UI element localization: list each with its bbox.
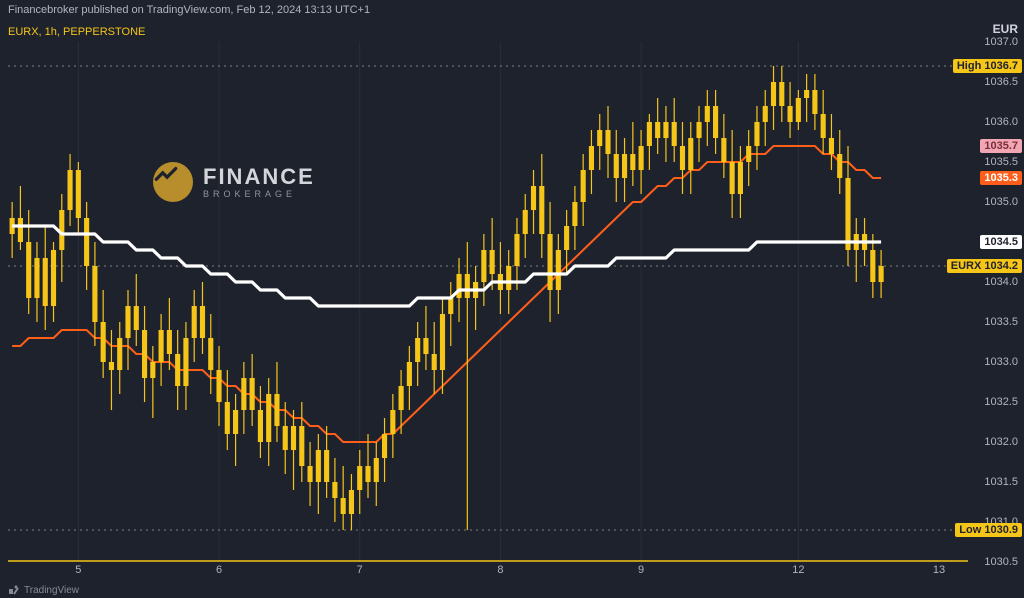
x-tick: 13	[933, 564, 945, 576]
y-axis: EUR 1037.0 1036.5 1036.0 1035.5 1035.0 1034.5…	[969, 22, 1024, 582]
y-tick: 1031.5	[984, 476, 1018, 488]
currency-label: EUR	[993, 22, 1018, 36]
y-tick: 1030.5	[984, 556, 1018, 568]
x-tick: 8	[497, 564, 503, 576]
price-tag: 1035.3	[980, 171, 1022, 185]
y-tick: 1035.5	[984, 156, 1018, 168]
logo-mark-icon	[153, 162, 193, 202]
chart-root: { "header": { "publish_line": "Financebr…	[0, 0, 1024, 598]
x-tick: 9	[638, 564, 644, 576]
chart-svg	[8, 42, 968, 562]
y-tick: 1033.0	[984, 356, 1018, 368]
chart-area[interactable]: FINANCE BROKERAGE	[8, 42, 968, 562]
y-tick: 1032.5	[984, 396, 1018, 408]
y-tick: 1037.0	[984, 36, 1018, 48]
x-tick: 12	[792, 564, 804, 576]
y-tick: 1034.0	[984, 276, 1018, 288]
watermark-logo: FINANCE BROKERAGE	[153, 162, 315, 202]
price-tag: 1035.7	[980, 139, 1022, 153]
logo-text-sub: BROKERAGE	[203, 190, 315, 199]
tradingview-icon	[8, 584, 20, 596]
ticker-line: EURX, 1h, PEPPERSTONE	[8, 26, 145, 38]
y-tick: 1036.0	[984, 116, 1018, 128]
publish-line: Financebroker published on TradingView.c…	[0, 0, 1024, 22]
y-tick: 1036.5	[984, 76, 1018, 88]
logo-text-main: FINANCE	[203, 166, 315, 188]
x-tick: 7	[357, 564, 363, 576]
price-tag: Low 1030.9	[955, 523, 1022, 537]
tradingview-label: TradingView	[24, 585, 79, 596]
y-tick: 1035.0	[984, 196, 1018, 208]
price-tag: EURX 1034.2	[947, 259, 1022, 273]
x-tick: 6	[216, 564, 222, 576]
x-tick: 5	[75, 564, 81, 576]
price-tag: High 1036.7	[953, 59, 1022, 73]
price-tag: 1034.5	[980, 235, 1022, 249]
y-tick: 1033.5	[984, 316, 1018, 328]
tradingview-brand: TradingView	[8, 584, 79, 596]
y-tick: 1032.0	[984, 436, 1018, 448]
x-axis: 5 6 7 8 9 12 13	[8, 564, 968, 584]
